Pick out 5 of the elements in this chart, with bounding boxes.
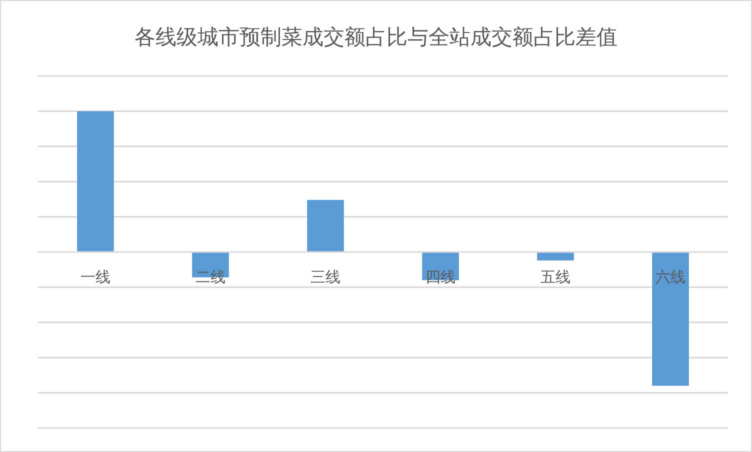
x-tick-label: 三线 [310, 269, 340, 286]
x-tick-label: 五线 [540, 269, 570, 286]
x-tick-label: 一线 [80, 269, 110, 286]
chart-title: 各线级城市预制菜成交额占比与全站成交额占比差值 [134, 26, 618, 49]
x-tick-label: 六线 [656, 269, 686, 286]
